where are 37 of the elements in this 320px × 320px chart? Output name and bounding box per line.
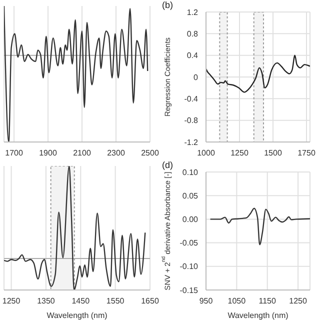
x-tick-label: 1050 (228, 296, 246, 306)
x-tick-label: 2300 (107, 148, 126, 158)
x-tick-label: 1250 (230, 148, 249, 158)
y-tick-label: 0.4 (186, 51, 199, 60)
x-tick-label: 2100 (73, 148, 92, 158)
x-tick-label: 1900 (39, 148, 58, 158)
x-tick-label: 1250 (2, 296, 21, 306)
x-tick-label: 950 (199, 296, 214, 306)
x-tick-label: 1000 (197, 148, 216, 158)
x-tick-label: 1450 (72, 296, 90, 306)
x-axis-title: Wavelength (nm) (228, 311, 289, 320)
line-series (210, 208, 310, 246)
y-tick-label: -0.15 (180, 286, 199, 295)
x-tick-label: 1500 (264, 148, 282, 158)
y-tick-label: -0.4 (184, 94, 199, 104)
y-tick-label: 0.8 (186, 30, 199, 39)
x-tick-label: 1150 (258, 296, 277, 306)
x-tick-label: 1550 (106, 296, 125, 306)
y-tick-label: -0.10 (180, 262, 199, 272)
y-tick-label: 1.2 (186, 8, 199, 17)
line-series (206, 54, 310, 93)
chart-title: (d) (162, 160, 173, 170)
x-tick-label: 1350 (37, 296, 56, 306)
y-tick-label: 0.10 (182, 168, 199, 177)
y-tick-label: -0.05 (180, 238, 199, 248)
x-tick-label: 1700 (5, 148, 24, 158)
x-tick-label: 1250 (289, 296, 308, 306)
x-tick-label: 1750 (298, 148, 316, 158)
y-tick-label: 0.05 (182, 191, 199, 200)
y-tick-label: 0 (194, 72, 199, 82)
y-tick-label: 0.00 (182, 215, 199, 224)
x-tick-label: 1650 (141, 296, 160, 306)
chart-title: (b) (162, 0, 173, 10)
x-tick-label: 2500 (141, 148, 160, 158)
x-axis-title: Wavelength (nm) (46, 311, 108, 320)
y-tick-label: -1.2 (184, 138, 199, 147)
y-tick-label: -0.8 (184, 116, 199, 126)
